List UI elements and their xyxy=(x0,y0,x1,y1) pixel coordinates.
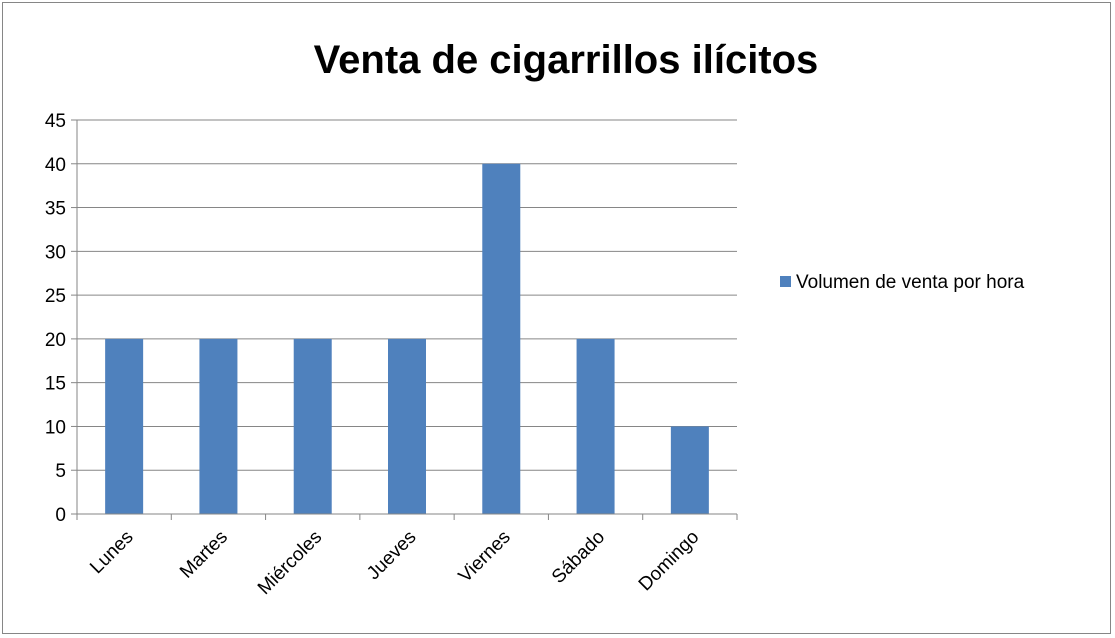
x-tick-label: Domingo xyxy=(635,527,704,596)
chart-title: Venta de cigarrillos ilícitos xyxy=(314,38,819,82)
y-tick-label: 20 xyxy=(45,330,66,351)
bar xyxy=(293,338,332,514)
y-tick-label: 5 xyxy=(55,461,66,482)
legend-label: Volumen de venta por hora xyxy=(796,272,1025,293)
bar xyxy=(388,338,426,514)
legend: Volumen de venta por hora xyxy=(780,272,1025,293)
x-axis-ticks: Lunes Martes Miércoles Jueves Viernes Sábado D… xyxy=(86,527,703,599)
y-tick-label: 0 xyxy=(55,505,66,526)
y-tick-label: 35 xyxy=(45,199,66,220)
bar xyxy=(670,426,709,514)
bar xyxy=(482,163,521,514)
y-tick-label: 45 xyxy=(45,111,66,132)
gridlines xyxy=(77,119,737,471)
x-tick-label: Viernes xyxy=(455,527,515,587)
x-tick-label: Sábado xyxy=(548,527,609,588)
y-tick-label: 40 xyxy=(45,155,66,176)
bar xyxy=(576,338,615,514)
bars xyxy=(105,163,709,514)
x-tick-label: Miércoles xyxy=(254,527,326,599)
y-tick-label: 10 xyxy=(45,417,66,438)
y-tick-label: 15 xyxy=(45,374,66,395)
y-tick-label: 30 xyxy=(45,242,66,263)
bar xyxy=(199,338,238,514)
x-tick-label: Jueves xyxy=(363,527,420,584)
y-axis-ticks: 0 5 10 15 20 25 30 35 40 45 xyxy=(45,111,66,526)
legend-swatch xyxy=(780,276,791,287)
y-tick-label: 25 xyxy=(45,286,66,307)
x-tick-label: Lunes xyxy=(86,527,137,578)
bar xyxy=(105,338,144,514)
axes xyxy=(71,119,738,520)
x-tick-label: Martes xyxy=(176,527,232,583)
